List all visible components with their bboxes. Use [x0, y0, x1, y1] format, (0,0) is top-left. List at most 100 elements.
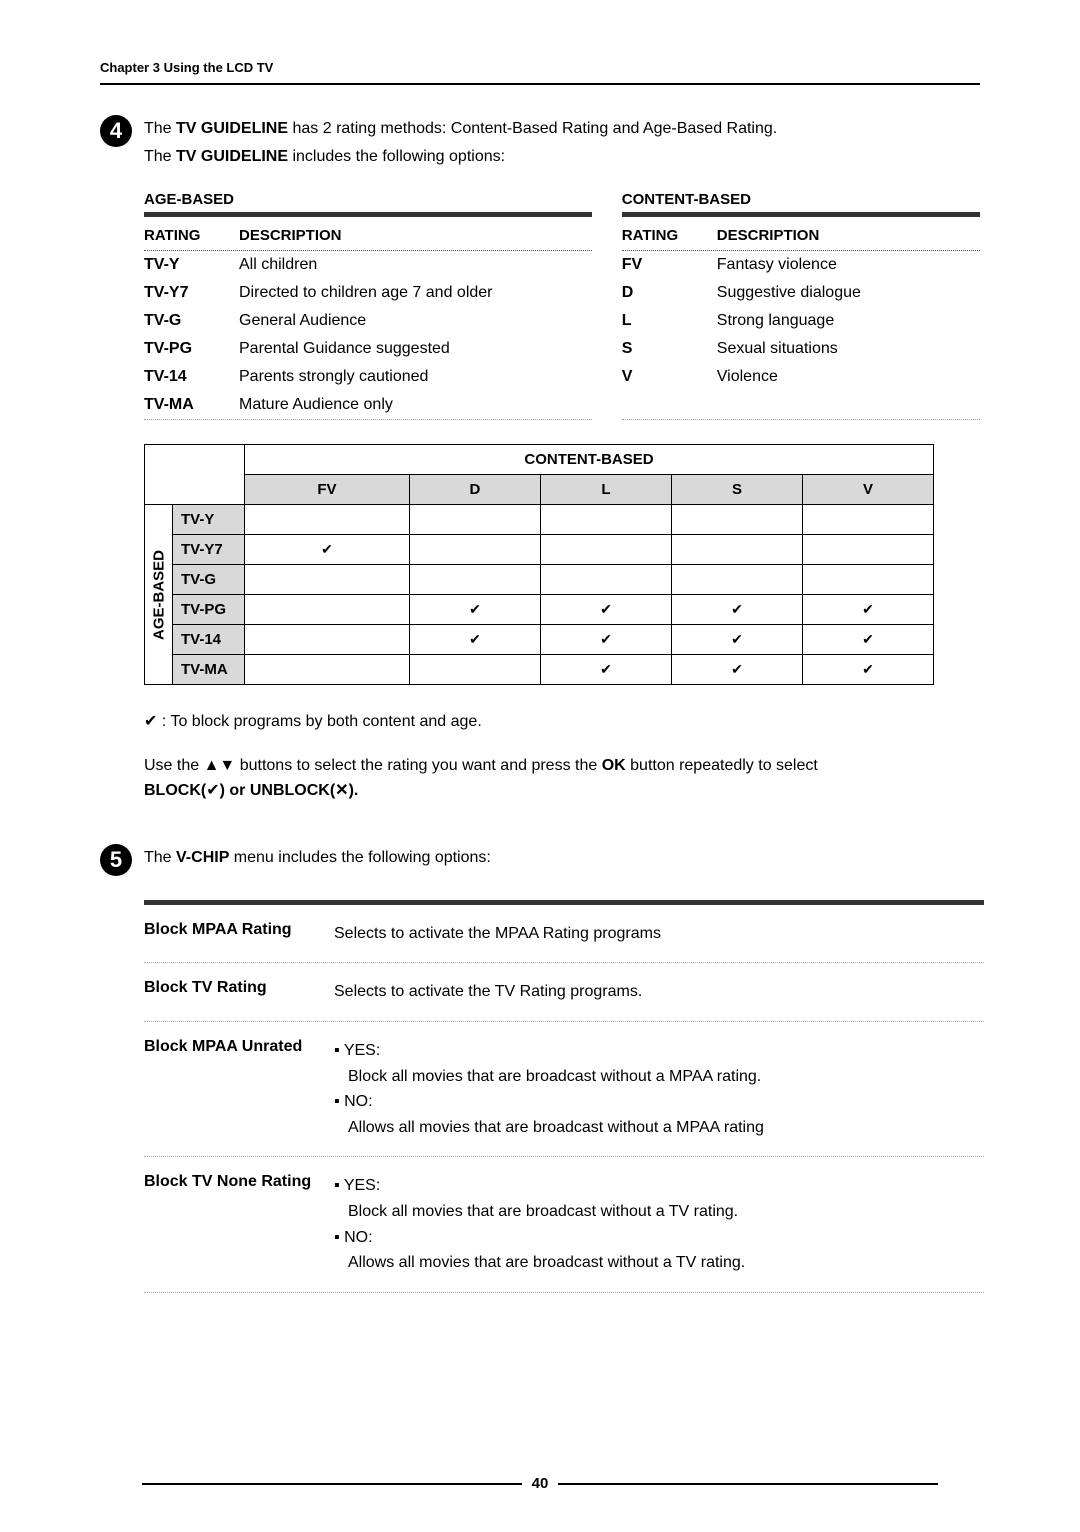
matrix-col: L	[540, 475, 671, 505]
vchip-label: Block MPAA Rating	[144, 921, 334, 947]
text: ) or	[220, 782, 250, 799]
no-label: NO:	[344, 1229, 372, 1246]
matrix-row: TV-PG	[173, 595, 245, 625]
check-icon	[540, 655, 671, 685]
no-text: Allows all movies that are broadcast wit…	[334, 1115, 984, 1141]
step-4-line2: The TV GUIDELINE includes the following …	[144, 145, 980, 169]
text: The	[144, 148, 176, 165]
bold-text: TV GUIDELINE	[176, 120, 288, 137]
rating-code: D	[622, 284, 717, 302]
step-4: 4 The TV GUIDELINE has 2 rating methods:…	[100, 115, 980, 173]
vchip-row: Block MPAA Rating Selects to activate th…	[144, 905, 984, 964]
check-icon: ✔	[206, 782, 219, 799]
matrix-row: TV-Y7	[173, 535, 245, 565]
content-based-title: CONTENT-BASED	[622, 191, 980, 217]
rating-desc: General Audience	[239, 312, 592, 330]
text: Use the ▲▼ buttons to select the rating …	[144, 757, 602, 774]
rating-tables: AGE-BASED RATING DESCRIPTION TV-YAll chi…	[144, 191, 980, 420]
rating-desc: Fantasy violence	[717, 256, 980, 274]
rating-code: TV-MA	[144, 396, 239, 414]
rating-code: FV	[622, 256, 717, 274]
rating-desc: Directed to children age 7 and older	[239, 284, 592, 302]
vchip-desc: ▪ YES: Block all movies that are broadca…	[334, 1173, 984, 1275]
rating-matrix: CONTENT-BASED FV D L S V AGE-BASED TV-Y …	[144, 444, 934, 685]
rating-code: V	[622, 368, 717, 386]
block-label: BLOCK(	[144, 782, 206, 799]
x-icon: ✕	[335, 782, 348, 799]
check-icon	[540, 625, 671, 655]
unblock-label: UNBLOCK(	[250, 782, 335, 799]
rating-code: TV-Y7	[144, 284, 239, 302]
col-rating: RATING	[622, 227, 717, 244]
vchip-label: Block TV None Rating	[144, 1173, 334, 1275]
rating-desc: Parental Guidance suggested	[239, 340, 592, 358]
matrix-col: V	[802, 475, 933, 505]
rating-desc: Parents strongly cautioned	[239, 368, 592, 386]
vchip-desc: Selects to activate the MPAA Rating prog…	[334, 921, 984, 947]
yes-label: YES:	[344, 1177, 380, 1194]
age-based-title: AGE-BASED	[144, 191, 592, 217]
check-icon	[409, 595, 540, 625]
matrix-col: S	[671, 475, 802, 505]
instructions: Use the ▲▼ buttons to select the rating …	[144, 753, 980, 804]
content-based-table: CONTENT-BASED RATING DESCRIPTION FVFanta…	[622, 191, 980, 420]
yes-text: Block all movies that are broadcast with…	[334, 1199, 984, 1225]
check-icon	[802, 655, 933, 685]
rating-code: TV-Y	[144, 256, 239, 274]
no-label: NO:	[344, 1093, 372, 1110]
matrix-col: D	[409, 475, 540, 505]
rating-desc: Suggestive dialogue	[717, 284, 980, 302]
step-5: 5 The V-CHIP menu includes the following…	[100, 844, 980, 876]
rating-desc: Mature Audience only	[239, 396, 592, 414]
age-based-table: AGE-BASED RATING DESCRIPTION TV-YAll chi…	[144, 191, 592, 420]
text: The	[144, 120, 176, 137]
check-icon	[409, 625, 540, 655]
matrix-col: FV	[245, 475, 410, 505]
rating-desc: All children	[239, 256, 592, 274]
vchip-row: Block MPAA Unrated ▪ YES: Block all movi…	[144, 1022, 984, 1157]
vchip-desc: ▪ YES: Block all movies that are broadca…	[334, 1038, 984, 1140]
text: button repeatedly to select	[626, 757, 818, 774]
rating-desc: Sexual situations	[717, 340, 980, 358]
bold-text: TV GUIDELINE	[176, 148, 288, 165]
check-icon	[540, 595, 671, 625]
step-5-badge: 5	[100, 844, 132, 876]
rating-code: L	[622, 312, 717, 330]
col-rating: RATING	[144, 227, 239, 244]
check-icon	[245, 535, 410, 565]
page-number: 40	[0, 1475, 1080, 1492]
chapter-header: Chapter 3 Using the LCD TV	[100, 60, 980, 85]
text: has 2 rating methods: Content-Based Rati…	[288, 120, 777, 137]
matrix-row: TV-G	[173, 565, 245, 595]
matrix-row: TV-14	[173, 625, 245, 655]
step-4-line1: The TV GUIDELINE has 2 rating methods: C…	[144, 117, 980, 141]
yes-label: YES:	[344, 1042, 380, 1059]
rating-code: S	[622, 340, 717, 358]
yes-text: Block all movies that are broadcast with…	[334, 1064, 984, 1090]
text: The	[144, 849, 176, 866]
check-icon	[802, 625, 933, 655]
ok-label: OK	[602, 757, 626, 774]
vchip-label: Block TV Rating	[144, 979, 334, 1005]
rating-code: TV-G	[144, 312, 239, 330]
step-5-text: The V-CHIP menu includes the following o…	[144, 846, 980, 870]
no-text: Allows all movies that are broadcast wit…	[334, 1250, 984, 1276]
matrix-row: TV-Y	[173, 505, 245, 535]
vchip-desc: Selects to activate the TV Rating progra…	[334, 979, 984, 1005]
vchip-row: Block TV Rating Selects to activate the …	[144, 963, 984, 1022]
rating-code: TV-PG	[144, 340, 239, 358]
check-icon	[671, 625, 802, 655]
matrix-age-header: AGE-BASED	[145, 505, 173, 685]
rating-desc: Strong language	[717, 312, 980, 330]
col-description: DESCRIPTION	[717, 227, 820, 244]
matrix-legend: ✔ : To block programs by both content an…	[144, 709, 980, 735]
text: includes the following options:	[288, 148, 505, 165]
text: ).	[349, 782, 359, 799]
matrix-content-header: CONTENT-BASED	[245, 445, 934, 475]
col-description: DESCRIPTION	[239, 227, 342, 244]
bold-text: V-CHIP	[176, 849, 229, 866]
rating-desc: Violence	[717, 368, 980, 386]
step-4-badge: 4	[100, 115, 132, 147]
check-icon	[671, 655, 802, 685]
matrix-row: TV-MA	[173, 655, 245, 685]
